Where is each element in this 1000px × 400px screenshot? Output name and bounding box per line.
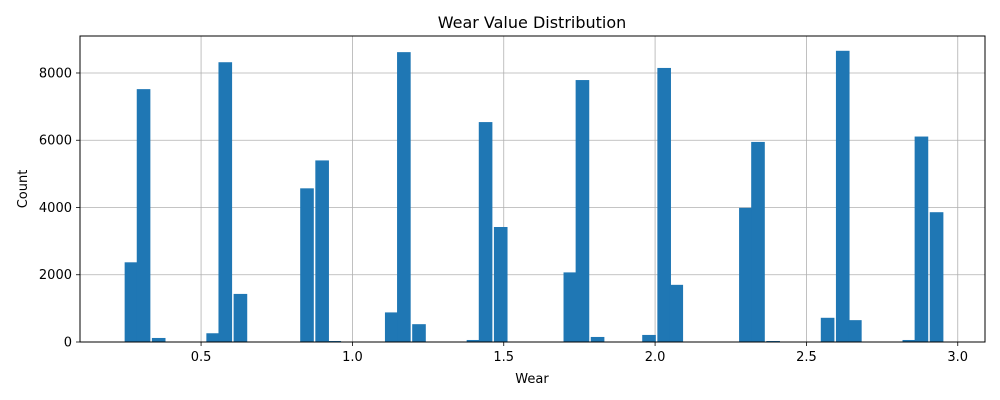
histogram-bar bbox=[233, 293, 248, 342]
histogram-bar bbox=[751, 141, 765, 342]
histogram-bar bbox=[384, 312, 399, 342]
histogram-bar bbox=[478, 122, 493, 342]
histogram-bar bbox=[136, 89, 151, 342]
histogram-bar bbox=[151, 337, 166, 342]
histogram-bar bbox=[412, 324, 426, 342]
x-tick-label: 1.0 bbox=[342, 350, 363, 365]
histogram-bar bbox=[397, 52, 411, 343]
histogram-bar bbox=[766, 340, 780, 342]
y-tick-label: 0 bbox=[64, 336, 72, 351]
y-tick-label: 6000 bbox=[39, 134, 72, 149]
bars-group bbox=[124, 50, 944, 343]
histogram-bar bbox=[327, 340, 342, 342]
histogram-bar bbox=[848, 320, 862, 342]
histogram-bar bbox=[575, 80, 590, 343]
histogram-bar bbox=[590, 336, 605, 342]
plot-frame bbox=[79, 35, 986, 343]
x-axis-label: Wear bbox=[515, 372, 549, 387]
histogram-bar bbox=[657, 67, 671, 342]
histogram-bar bbox=[206, 333, 220, 342]
histogram-bar bbox=[835, 50, 850, 343]
chart-title: Wear Value Distribution bbox=[438, 13, 627, 32]
histogram-bar bbox=[218, 62, 233, 342]
x-tick-label: 0.5 bbox=[191, 350, 212, 365]
histogram-bar bbox=[902, 339, 917, 342]
y-axis-ticks: 0 2000 4000 6000 8000 bbox=[39, 66, 80, 351]
y-axis-label: Count bbox=[16, 170, 31, 209]
histogram-bar bbox=[820, 317, 835, 342]
histogram-bar bbox=[315, 160, 329, 342]
y-tick-label: 4000 bbox=[39, 201, 72, 216]
histogram-bar bbox=[914, 136, 929, 342]
x-tick-label: 1.5 bbox=[493, 350, 514, 365]
histogram-bar bbox=[466, 339, 481, 342]
histogram-bar bbox=[929, 212, 944, 342]
histogram-bar bbox=[642, 334, 656, 342]
histogram-bar bbox=[124, 262, 139, 342]
x-axis-ticks: 0.5 1.0 1.5 2.0 2.5 3.0 bbox=[191, 342, 968, 365]
y-tick-label: 8000 bbox=[39, 66, 72, 81]
histogram-bar bbox=[739, 207, 753, 342]
histogram-bar bbox=[563, 272, 578, 342]
histogram-bar bbox=[300, 188, 314, 342]
x-tick-label: 2.0 bbox=[645, 350, 666, 365]
histogram-bar bbox=[493, 226, 508, 342]
x-tick-label: 3.0 bbox=[947, 350, 968, 365]
y-tick-label: 2000 bbox=[39, 268, 72, 283]
histogram-bar bbox=[669, 284, 684, 342]
x-tick-label: 2.5 bbox=[796, 350, 817, 365]
